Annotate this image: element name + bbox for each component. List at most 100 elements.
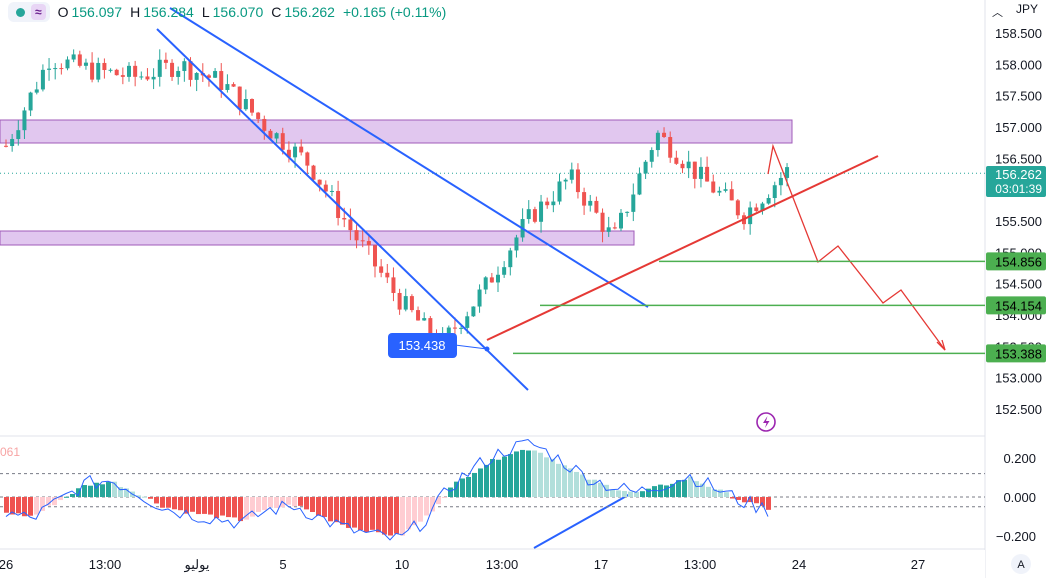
low-value: 156.070 bbox=[212, 4, 264, 20]
candle-body bbox=[403, 296, 408, 310]
macd-histogram-bar bbox=[178, 497, 183, 511]
alert-bolt-glyph bbox=[763, 416, 770, 428]
candle-body bbox=[323, 184, 328, 192]
candle-body bbox=[655, 132, 660, 151]
horizontal-levels[interactable] bbox=[513, 260, 985, 355]
rising-trendline bbox=[486, 155, 879, 341]
projection-path bbox=[767, 143, 946, 351]
macd-histogram-bar bbox=[562, 465, 567, 497]
macd-histogram-bar bbox=[46, 497, 51, 506]
macd-histogram-bar bbox=[304, 497, 309, 510]
candle-body bbox=[366, 241, 371, 246]
macd-histogram-bar bbox=[646, 488, 651, 497]
candle-body bbox=[114, 69, 119, 76]
candle-body bbox=[22, 110, 27, 131]
macd-histogram-bar bbox=[118, 487, 123, 497]
candle-body bbox=[102, 62, 107, 71]
macd-histogram-bar bbox=[748, 497, 753, 503]
candle-body bbox=[10, 138, 15, 147]
candle-body bbox=[582, 192, 587, 206]
candle-body bbox=[342, 217, 347, 220]
macd-histogram-bar bbox=[640, 491, 645, 497]
candle-body bbox=[594, 200, 599, 213]
macd-histogram-bar bbox=[616, 490, 621, 497]
candle-body bbox=[299, 146, 304, 153]
candle-body bbox=[151, 76, 156, 80]
macd-histogram-bar bbox=[568, 468, 573, 497]
macd-histogram-bar bbox=[52, 497, 57, 506]
candle-body bbox=[754, 207, 759, 211]
macd-histogram-bar bbox=[472, 472, 477, 497]
macd-histogram-bar bbox=[448, 487, 453, 497]
candle-body bbox=[268, 130, 273, 139]
macd-histogram-bar bbox=[736, 497, 741, 500]
resistance-zone bbox=[0, 119, 793, 144]
candle-body bbox=[729, 189, 734, 201]
macd-histogram-bar bbox=[664, 485, 669, 497]
macd-histogram-bar bbox=[268, 497, 273, 508]
candle-body bbox=[40, 69, 45, 90]
macd-histogram-bar bbox=[172, 497, 177, 510]
low-marker-dot bbox=[484, 346, 490, 352]
candle-body bbox=[139, 76, 144, 78]
macd-histogram-bar bbox=[694, 481, 699, 497]
trend-drawings[interactable]: 153.438 bbox=[156, 7, 946, 549]
level-badge bbox=[986, 296, 1046, 315]
chevron-up-icon[interactable]: ︿ bbox=[992, 7, 1003, 19]
candle-body bbox=[409, 296, 414, 311]
macd-histogram-bar bbox=[154, 497, 159, 504]
macd-histogram-bar bbox=[532, 450, 537, 497]
macd-histogram-bar bbox=[766, 497, 771, 510]
visibility-toggle[interactable]: ≈ bbox=[8, 2, 50, 22]
macd-histogram-bar bbox=[634, 491, 639, 497]
price-tick-label: 152.500 bbox=[995, 402, 1042, 417]
macd-histogram-bar bbox=[298, 497, 303, 506]
macd-histogram-bar bbox=[388, 497, 393, 536]
candle-body bbox=[391, 277, 396, 293]
macd-histogram-bar bbox=[142, 496, 147, 498]
macd-histogram-bar bbox=[466, 476, 471, 497]
time-tick-label: 5 bbox=[279, 557, 286, 572]
macd-histogram-bar bbox=[574, 471, 579, 497]
macd-histogram-bar bbox=[184, 497, 189, 514]
time-tick-label: 27 bbox=[911, 557, 925, 572]
candle-body bbox=[16, 130, 21, 139]
macd-histogram-bar bbox=[58, 497, 63, 501]
candle-body bbox=[459, 327, 464, 329]
macd-histogram-bar bbox=[286, 497, 291, 505]
auto-scale-button bbox=[1011, 554, 1031, 574]
candle-body bbox=[508, 250, 513, 268]
candle-body bbox=[452, 327, 457, 329]
candle-body bbox=[206, 75, 211, 78]
candle-body bbox=[766, 198, 771, 204]
macd-histogram-bar bbox=[202, 497, 207, 514]
candle-body bbox=[293, 146, 298, 158]
macd-histogram-bar bbox=[262, 497, 267, 511]
support-zone bbox=[0, 230, 635, 246]
macd-histogram-bar bbox=[88, 485, 93, 497]
macd-histogram-bar bbox=[724, 492, 729, 497]
low-marker-badge bbox=[388, 333, 457, 358]
macd-histogram-bar bbox=[316, 497, 321, 516]
macd-histogram-bar bbox=[670, 483, 675, 497]
macd-histogram-bar bbox=[580, 474, 585, 497]
candle-body bbox=[243, 99, 248, 110]
macd-histogram-bar bbox=[586, 479, 591, 497]
macd-histogram-bar bbox=[454, 481, 459, 497]
currency-label: JPY bbox=[1015, 2, 1038, 16]
time-axis[interactable]: 26 13:00 يوليو 5 10 13:00 17 13:00 24 27 A bbox=[0, 550, 1031, 578]
macd-histogram-bar bbox=[526, 450, 531, 497]
candle-body bbox=[250, 99, 254, 113]
macd-histogram-bar bbox=[232, 497, 237, 518]
candle-body bbox=[711, 181, 716, 193]
macd-histogram-bar bbox=[124, 488, 129, 497]
candle-body bbox=[649, 150, 654, 162]
price-axis[interactable]: 158.500 158.000 157.500 157.000 156.500 155.5… bbox=[986, 0, 1046, 578]
macd-histogram-bar bbox=[424, 497, 429, 516]
supply-demand-zones[interactable] bbox=[0, 119, 793, 246]
level-badge-label: 154.154 bbox=[995, 298, 1042, 313]
candle-body bbox=[428, 318, 433, 338]
close-value: 156.262 bbox=[284, 4, 335, 20]
